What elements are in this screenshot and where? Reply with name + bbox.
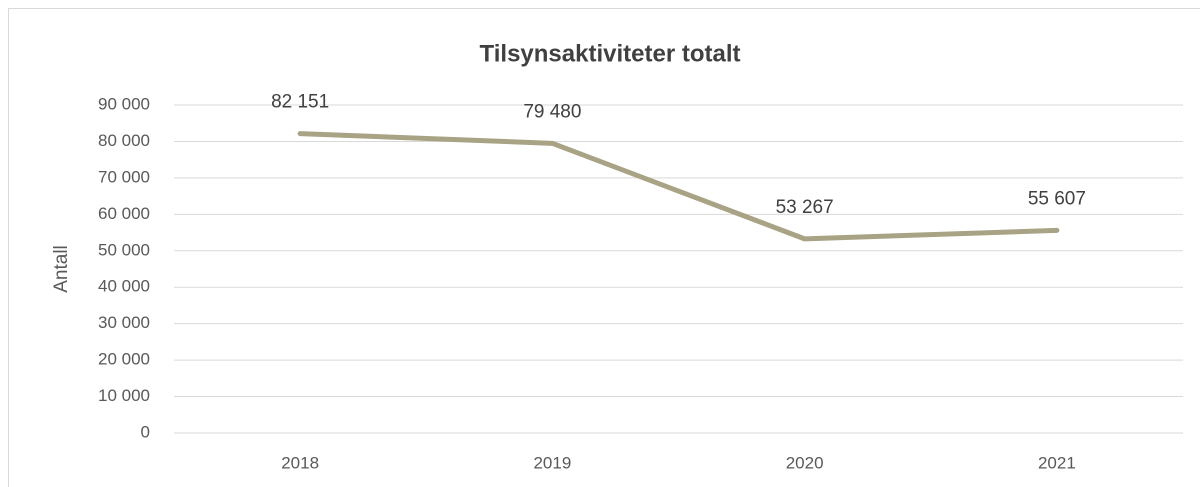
y-axis-label: Antall: [51, 245, 72, 293]
data-label: 55 607: [1028, 188, 1086, 209]
y-tick-label: 90 000: [98, 94, 150, 113]
data-label: 79 480: [523, 101, 581, 122]
chart-title: Tilsynsaktiviteter totalt: [480, 40, 741, 67]
x-tick-label: 2020: [786, 453, 824, 472]
y-tick-label: 60 000: [98, 204, 150, 223]
line: [297, 131, 1060, 242]
data-label: 53 267: [776, 197, 834, 218]
x-tick-label: 2021: [1038, 453, 1076, 472]
y-tick-label: 20 000: [98, 350, 150, 369]
chart-border: [8, 8, 1200, 487]
y-tick-label: 50 000: [98, 240, 150, 259]
y-tick-label: 70 000: [98, 167, 150, 186]
y-tick-label: 0: [141, 422, 150, 441]
x-tick-label: 2019: [533, 453, 571, 472]
y-tick-label: 30 000: [98, 313, 150, 332]
y-tick-label: 80 000: [98, 131, 150, 150]
y-tick-label: 40 000: [98, 277, 150, 296]
y-tick-label: 10 000: [98, 386, 150, 405]
x-tick-label: 2018: [281, 453, 319, 472]
data-label: 82 151: [271, 92, 329, 113]
